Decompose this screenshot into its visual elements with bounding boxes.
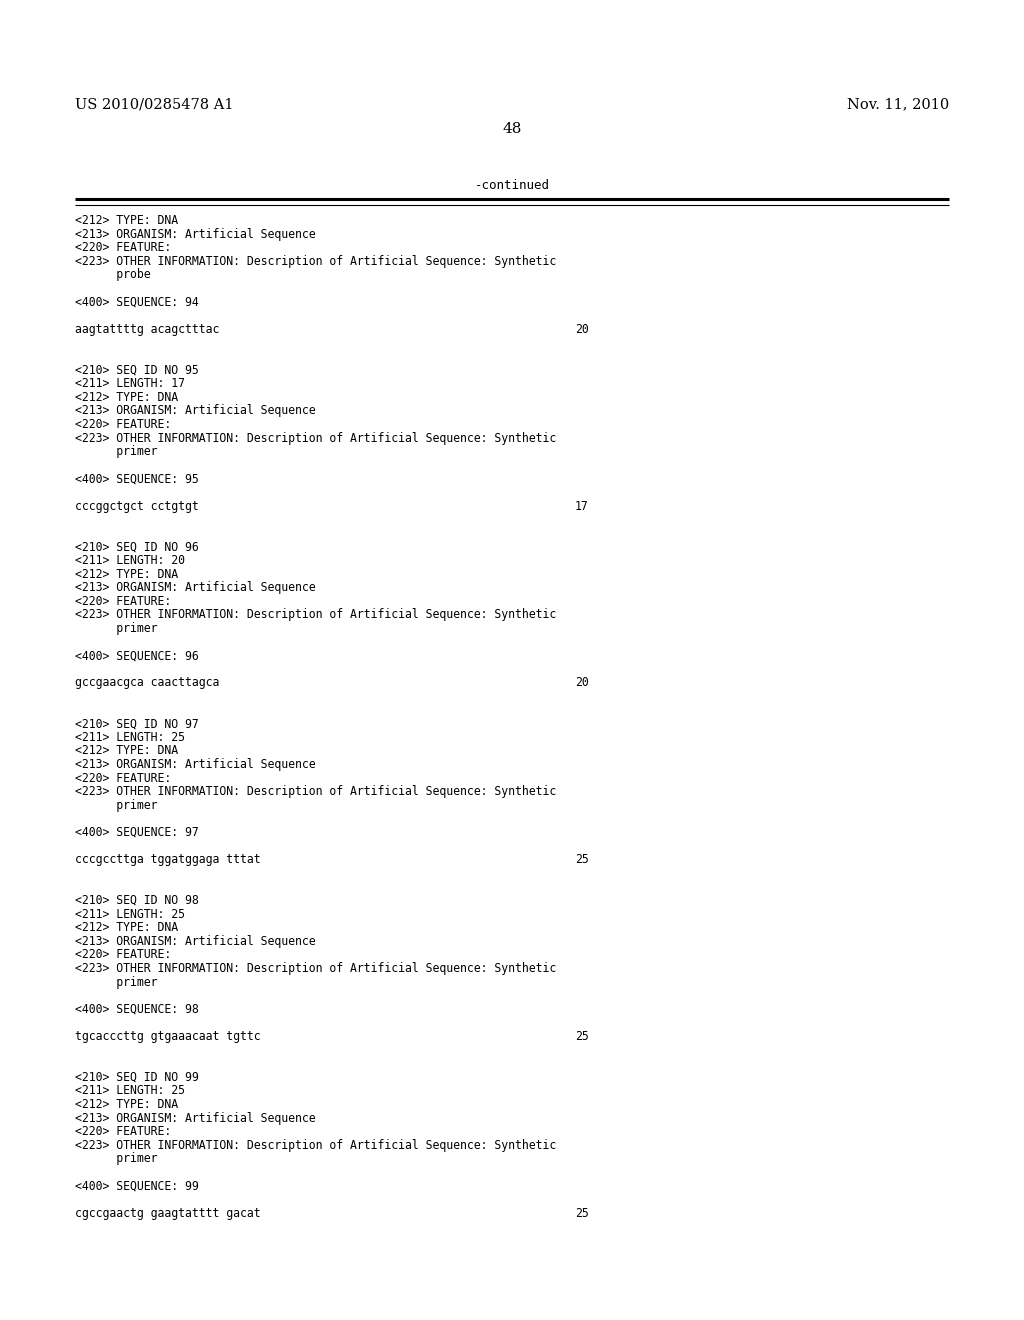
Text: <400> SEQUENCE: 98: <400> SEQUENCE: 98 [75, 1003, 199, 1016]
Text: <212> TYPE: DNA: <212> TYPE: DNA [75, 921, 178, 935]
Text: <213> ORGANISM: Artificial Sequence: <213> ORGANISM: Artificial Sequence [75, 935, 315, 948]
Text: primer: primer [75, 622, 158, 635]
Text: 20: 20 [575, 323, 589, 335]
Text: <211> LENGTH: 17: <211> LENGTH: 17 [75, 378, 185, 391]
Text: probe: probe [75, 268, 151, 281]
Text: <211> LENGTH: 25: <211> LENGTH: 25 [75, 1085, 185, 1097]
Text: cccgccttga tggatggaga tttat: cccgccttga tggatggaga tttat [75, 853, 261, 866]
Text: <220> FEATURE:: <220> FEATURE: [75, 948, 171, 961]
Text: <223> OTHER INFORMATION: Description of Artificial Sequence: Synthetic: <223> OTHER INFORMATION: Description of … [75, 432, 556, 445]
Text: primer: primer [75, 1152, 158, 1166]
Text: 25: 25 [575, 1206, 589, 1220]
Text: <211> LENGTH: 25: <211> LENGTH: 25 [75, 731, 185, 743]
Text: <210> SEQ ID NO 99: <210> SEQ ID NO 99 [75, 1071, 199, 1084]
Text: primer: primer [75, 975, 158, 989]
Text: <212> TYPE: DNA: <212> TYPE: DNA [75, 744, 178, 758]
Text: 25: 25 [575, 853, 589, 866]
Text: <220> FEATURE:: <220> FEATURE: [75, 418, 171, 432]
Text: <213> ORGANISM: Artificial Sequence: <213> ORGANISM: Artificial Sequence [75, 1111, 315, 1125]
Text: <223> OTHER INFORMATION: Description of Artificial Sequence: Synthetic: <223> OTHER INFORMATION: Description of … [75, 785, 556, 799]
Text: <211> LENGTH: 20: <211> LENGTH: 20 [75, 554, 185, 568]
Text: <213> ORGANISM: Artificial Sequence: <213> ORGANISM: Artificial Sequence [75, 758, 315, 771]
Text: <223> OTHER INFORMATION: Description of Artificial Sequence: Synthetic: <223> OTHER INFORMATION: Description of … [75, 1139, 556, 1152]
Text: <212> TYPE: DNA: <212> TYPE: DNA [75, 391, 178, 404]
Text: <400> SEQUENCE: 94: <400> SEQUENCE: 94 [75, 296, 199, 309]
Text: <212> TYPE: DNA: <212> TYPE: DNA [75, 568, 178, 581]
Text: -continued: -continued [474, 180, 550, 191]
Text: <400> SEQUENCE: 96: <400> SEQUENCE: 96 [75, 649, 199, 663]
Text: 25: 25 [575, 1030, 589, 1043]
Text: 20: 20 [575, 676, 589, 689]
Text: cccggctgct cctgtgt: cccggctgct cctgtgt [75, 499, 199, 512]
Text: <223> OTHER INFORMATION: Description of Artificial Sequence: Synthetic: <223> OTHER INFORMATION: Description of … [75, 255, 556, 268]
Text: <220> FEATURE:: <220> FEATURE: [75, 595, 171, 607]
Text: <213> ORGANISM: Artificial Sequence: <213> ORGANISM: Artificial Sequence [75, 404, 315, 417]
Text: <212> TYPE: DNA: <212> TYPE: DNA [75, 214, 178, 227]
Text: <400> SEQUENCE: 97: <400> SEQUENCE: 97 [75, 826, 199, 840]
Text: <400> SEQUENCE: 99: <400> SEQUENCE: 99 [75, 1180, 199, 1192]
Text: tgcacccttg gtgaaacaat tgttc: tgcacccttg gtgaaacaat tgttc [75, 1030, 261, 1043]
Text: <220> FEATURE:: <220> FEATURE: [75, 242, 171, 255]
Text: <211> LENGTH: 25: <211> LENGTH: 25 [75, 908, 185, 920]
Text: <223> OTHER INFORMATION: Description of Artificial Sequence: Synthetic: <223> OTHER INFORMATION: Description of … [75, 609, 556, 622]
Text: <223> OTHER INFORMATION: Description of Artificial Sequence: Synthetic: <223> OTHER INFORMATION: Description of … [75, 962, 556, 975]
Text: <210> SEQ ID NO 97: <210> SEQ ID NO 97 [75, 717, 199, 730]
Text: <220> FEATURE:: <220> FEATURE: [75, 772, 171, 784]
Text: <210> SEQ ID NO 98: <210> SEQ ID NO 98 [75, 894, 199, 907]
Text: aagtattttg acagctttac: aagtattttg acagctttac [75, 323, 219, 335]
Text: <213> ORGANISM: Artificial Sequence: <213> ORGANISM: Artificial Sequence [75, 227, 315, 240]
Text: Nov. 11, 2010: Nov. 11, 2010 [847, 96, 949, 111]
Text: 17: 17 [575, 499, 589, 512]
Text: cgccgaactg gaagtatttt gacat: cgccgaactg gaagtatttt gacat [75, 1206, 261, 1220]
Text: <220> FEATURE:: <220> FEATURE: [75, 1125, 171, 1138]
Text: gccgaacgca caacttagca: gccgaacgca caacttagca [75, 676, 219, 689]
Text: <210> SEQ ID NO 95: <210> SEQ ID NO 95 [75, 363, 199, 376]
Text: 48: 48 [503, 121, 521, 136]
Text: primer: primer [75, 799, 158, 812]
Text: <212> TYPE: DNA: <212> TYPE: DNA [75, 1098, 178, 1111]
Text: primer: primer [75, 445, 158, 458]
Text: <213> ORGANISM: Artificial Sequence: <213> ORGANISM: Artificial Sequence [75, 581, 315, 594]
Text: <210> SEQ ID NO 96: <210> SEQ ID NO 96 [75, 540, 199, 553]
Text: <400> SEQUENCE: 95: <400> SEQUENCE: 95 [75, 473, 199, 486]
Text: US 2010/0285478 A1: US 2010/0285478 A1 [75, 96, 233, 111]
